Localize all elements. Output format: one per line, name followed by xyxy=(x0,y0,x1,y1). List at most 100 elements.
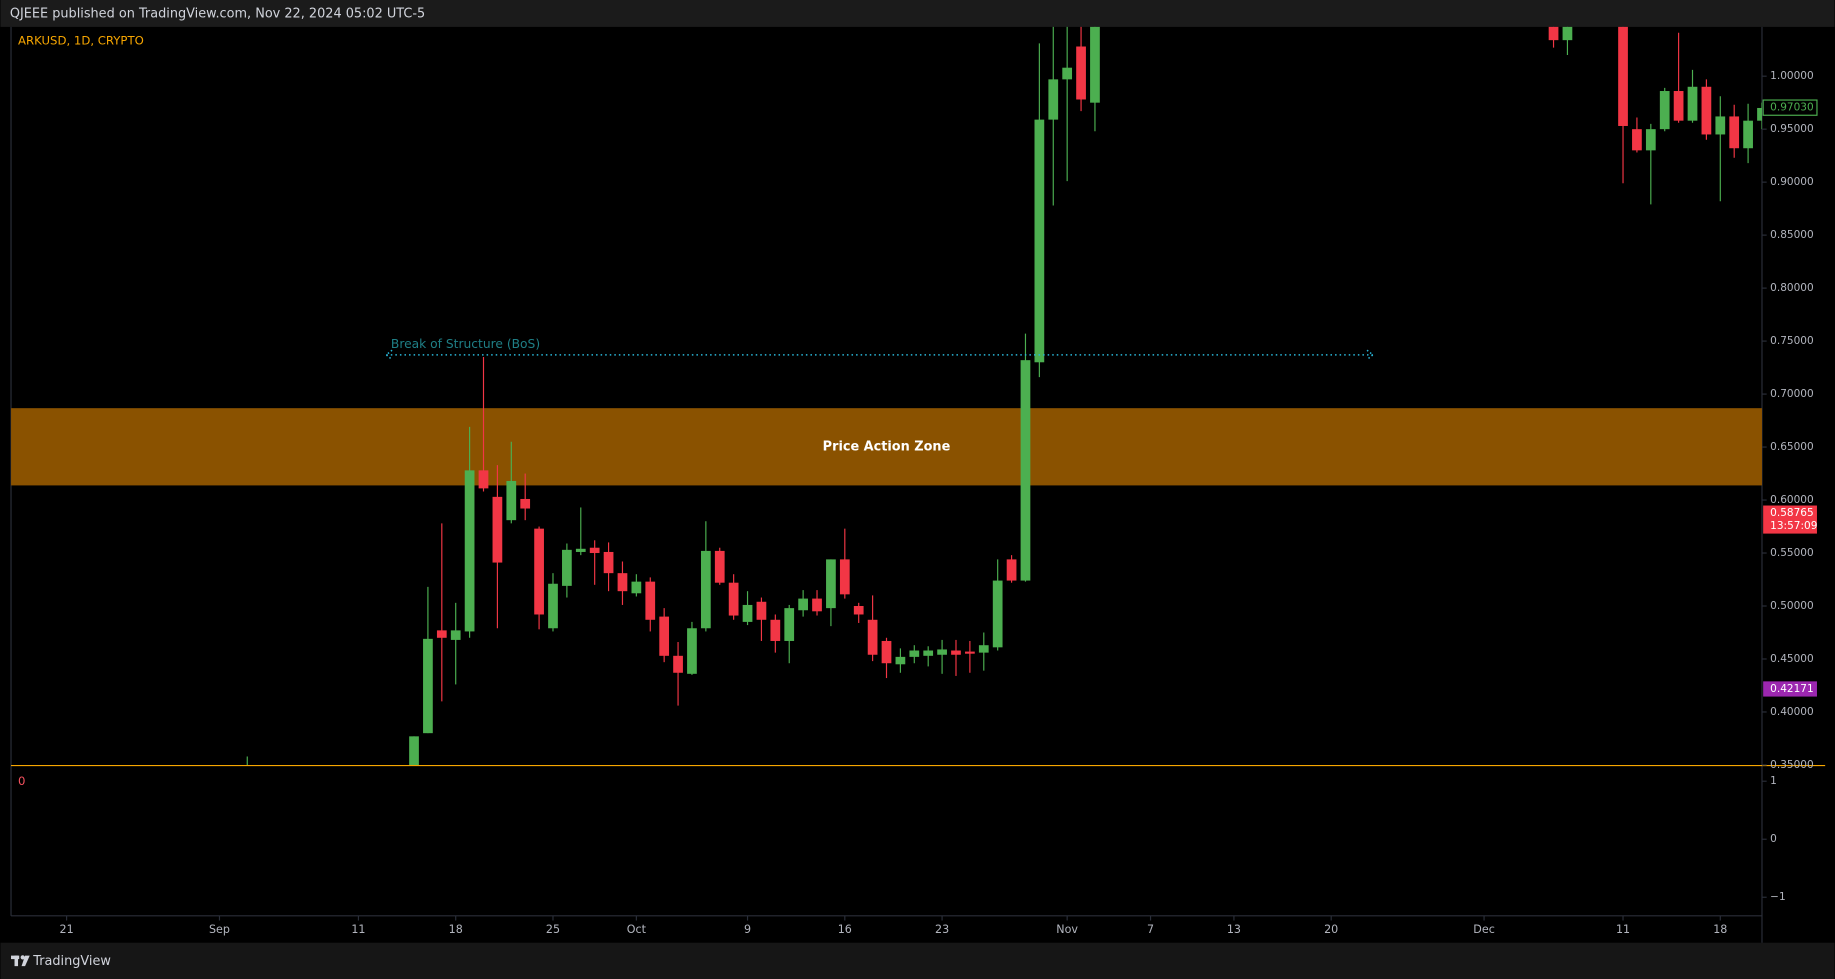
lower-y-tick-label: −1 xyxy=(1770,891,1786,903)
candle-body xyxy=(978,645,989,653)
x-tick-label: 11 xyxy=(351,923,365,936)
candle-body xyxy=(631,581,642,594)
y-tick-label: 0.60000 xyxy=(1770,494,1814,506)
candle-body xyxy=(1632,129,1642,151)
header-bar xyxy=(0,0,1835,27)
candle-body xyxy=(1743,120,1753,149)
candle-body xyxy=(1062,67,1073,80)
candle-body xyxy=(728,582,739,616)
candle-body xyxy=(1687,86,1698,121)
candle-body xyxy=(575,548,586,552)
tv-logo xyxy=(11,955,30,967)
x-tick-label: 20 xyxy=(1324,923,1338,936)
candle-body xyxy=(756,601,767,620)
candle-body xyxy=(409,736,419,765)
x-tick-label: 16 xyxy=(838,923,852,936)
candle-body xyxy=(937,649,947,655)
candle-body xyxy=(436,630,447,638)
lower-y-tick-label: 1 xyxy=(1770,775,1777,787)
y-tick-label: 0.35000 xyxy=(1770,759,1814,771)
price-label: 0.42171 xyxy=(1770,683,1814,695)
price-label-box xyxy=(1762,99,1818,116)
candle-body xyxy=(1076,46,1086,100)
x-tick-label: 9 xyxy=(744,923,751,936)
candle-body xyxy=(784,608,795,641)
candle-body xyxy=(1757,107,1762,121)
x-tick-label: 11 xyxy=(1616,923,1630,936)
candle-body xyxy=(562,549,572,586)
candle-body xyxy=(700,550,711,629)
candle-body xyxy=(1701,86,1712,135)
candle-body xyxy=(1562,26,1573,41)
header-text: QJEEE published on TradingView.com, Nov … xyxy=(10,7,425,22)
candle-body xyxy=(423,638,433,734)
candle-body xyxy=(965,651,975,654)
candle-body xyxy=(798,598,808,611)
price-label: 0.97030 xyxy=(1770,102,1814,114)
candle-body xyxy=(923,650,934,656)
candle-body xyxy=(881,640,892,664)
candle-body xyxy=(450,630,461,640)
candle-body xyxy=(992,580,1003,648)
footer-brand: TradingView xyxy=(32,954,111,969)
candle-body xyxy=(1090,26,1100,103)
price-label-box xyxy=(1763,681,1817,697)
y-tick-label: 0.85000 xyxy=(1770,229,1814,241)
candle-body xyxy=(1034,119,1045,363)
candle-body xyxy=(1618,26,1628,126)
plot-area xyxy=(11,26,1762,765)
y-tick-label: 0.65000 xyxy=(1770,441,1814,453)
candle-body xyxy=(1715,116,1726,135)
bos-arrow-left xyxy=(385,349,393,361)
x-tick-label: Oct xyxy=(627,923,647,936)
candle-body xyxy=(1048,79,1059,120)
y-tick-label: 0.40000 xyxy=(1770,706,1814,718)
candle-body xyxy=(687,628,697,674)
candle-body xyxy=(520,498,531,509)
candle-body xyxy=(895,656,906,665)
y-tick-label: 0.75000 xyxy=(1770,335,1814,347)
footer-bar xyxy=(0,942,1835,979)
candle-body xyxy=(1020,360,1031,581)
x-tick-label: 21 xyxy=(60,923,74,936)
candle-body xyxy=(812,598,822,612)
candle-body xyxy=(673,655,683,673)
y-tick-label: 0.95000 xyxy=(1770,123,1814,135)
symbol-label: ARKUSD, 1D, CRYPTO xyxy=(18,33,144,47)
candle-body xyxy=(867,619,878,655)
candle-body xyxy=(478,470,489,489)
candle-body xyxy=(1673,91,1684,121)
candle-body xyxy=(826,559,836,609)
candle-body xyxy=(506,480,517,521)
candle-body xyxy=(534,528,544,615)
x-tick-label: 18 xyxy=(449,923,463,936)
candle-body xyxy=(548,583,558,629)
candle-body xyxy=(839,559,850,595)
y-tick-label: 0.90000 xyxy=(1770,176,1814,188)
zone-label: Price Action Zone xyxy=(823,439,951,454)
y-tick-label: 0.45000 xyxy=(1770,653,1814,665)
lower-pane-label: 0 xyxy=(18,774,25,788)
candle-body xyxy=(603,551,614,574)
bos-label: Break of Structure (BoS) xyxy=(391,337,540,351)
x-tick-label: 13 xyxy=(1227,923,1241,936)
candle-body xyxy=(589,547,600,554)
candle-body xyxy=(464,470,475,632)
x-tick-label: Dec xyxy=(1473,923,1495,936)
x-tick-label: 7 xyxy=(1147,923,1154,936)
lower-y-tick-label: 0 xyxy=(1770,833,1777,845)
candle-body xyxy=(742,604,753,622)
x-tick-label: Nov xyxy=(1056,923,1078,936)
price-action-zone xyxy=(11,408,1762,486)
candle-body xyxy=(492,496,503,563)
y-tick-label: 0.50000 xyxy=(1770,600,1814,612)
candle-body xyxy=(1548,26,1559,41)
price-label-countdown: 13:57:09 xyxy=(1770,520,1817,532)
x-tick-label: 25 xyxy=(546,923,560,936)
price-label: 0.58765 xyxy=(1770,507,1814,519)
x-tick-label: Sep xyxy=(209,923,230,936)
y-tick-label: 0.55000 xyxy=(1770,547,1814,559)
